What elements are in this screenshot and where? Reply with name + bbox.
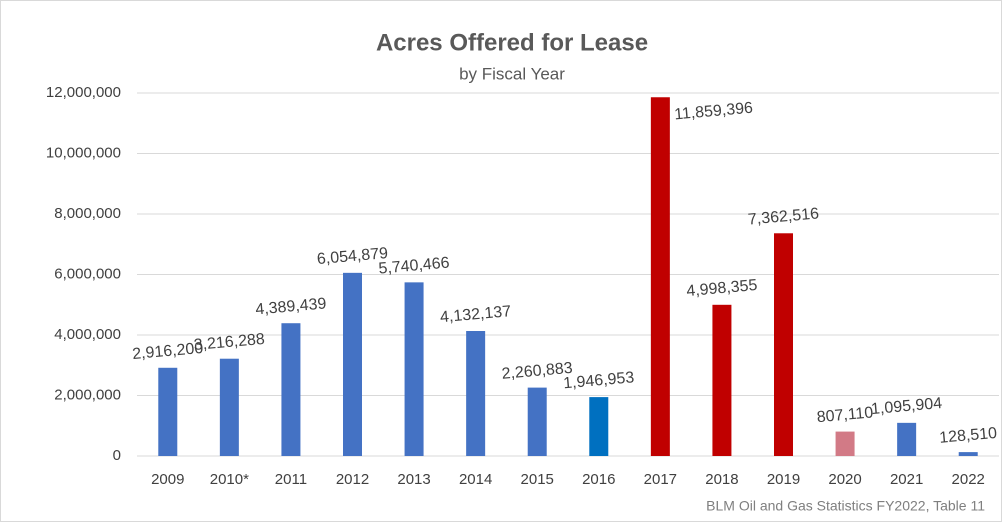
x-tick-label: 2013 (397, 471, 430, 488)
data-label: 2,260,883 (501, 360, 573, 383)
chart-subtitle: by Fiscal Year (459, 64, 565, 83)
x-tick-label: 2017 (644, 471, 677, 488)
bar (404, 282, 424, 456)
bar (774, 233, 793, 456)
data-label: 7,362,516 (747, 205, 819, 228)
x-tick-label: 2011 (275, 471, 307, 488)
x-tick-label: 2018 (705, 471, 738, 488)
data-label: 11,859,396 (674, 100, 754, 124)
bar (343, 272, 362, 456)
y-tick-label: 10,000,000 (46, 144, 121, 161)
data-label: 128,510 (939, 425, 998, 447)
y-tick-label: 6,000,000 (54, 265, 121, 282)
bar (650, 97, 670, 457)
x-tick-label: 2020 (828, 471, 861, 488)
y-tick-label: 4,000,000 (54, 326, 121, 343)
y-tick-label: 0 (113, 447, 121, 464)
y-tick-label: 2,000,000 (54, 386, 121, 403)
bar (712, 304, 732, 456)
y-tick-label: 8,000,000 (54, 205, 121, 222)
x-tick-label: 2009 (151, 471, 184, 488)
data-label: 4,132,137 (439, 303, 511, 326)
x-tick-label: 2015 (521, 471, 554, 488)
source-note: BLM Oil and Gas Statistics FY2022, Table… (706, 498, 985, 514)
x-tick-label: 2022 (952, 471, 985, 488)
bar (466, 331, 486, 456)
x-tick-label: 2016 (582, 471, 615, 488)
x-tick-label: 2012 (336, 471, 369, 488)
y-tick-label: 12,000,000 (46, 84, 121, 101)
x-tick-label: 2021 (890, 471, 923, 488)
data-label: 4,998,355 (686, 277, 758, 300)
data-label: 3,216,288 (193, 331, 265, 354)
data-label: 1,946,953 (563, 369, 635, 392)
bar (835, 431, 855, 456)
data-label: 5,740,466 (378, 254, 450, 277)
bar (897, 422, 917, 456)
bar (589, 397, 609, 456)
x-tick-label: 2019 (767, 471, 800, 488)
data-label: 1,095,904 (870, 395, 942, 418)
bar (158, 367, 178, 456)
bar (958, 452, 978, 456)
x-tick-label: 2014 (459, 471, 492, 488)
bar (219, 358, 239, 456)
data-label: 807,110 (816, 404, 874, 426)
chart-title: Acres Offered for Lease (376, 29, 648, 56)
data-label: 6,054,879 (316, 245, 388, 268)
bar (281, 323, 301, 456)
x-tick-label: 2010* (210, 471, 249, 488)
data-label: 4,389,439 (255, 295, 327, 318)
bar (527, 387, 547, 456)
data-label: 2,916,200 (132, 340, 204, 363)
